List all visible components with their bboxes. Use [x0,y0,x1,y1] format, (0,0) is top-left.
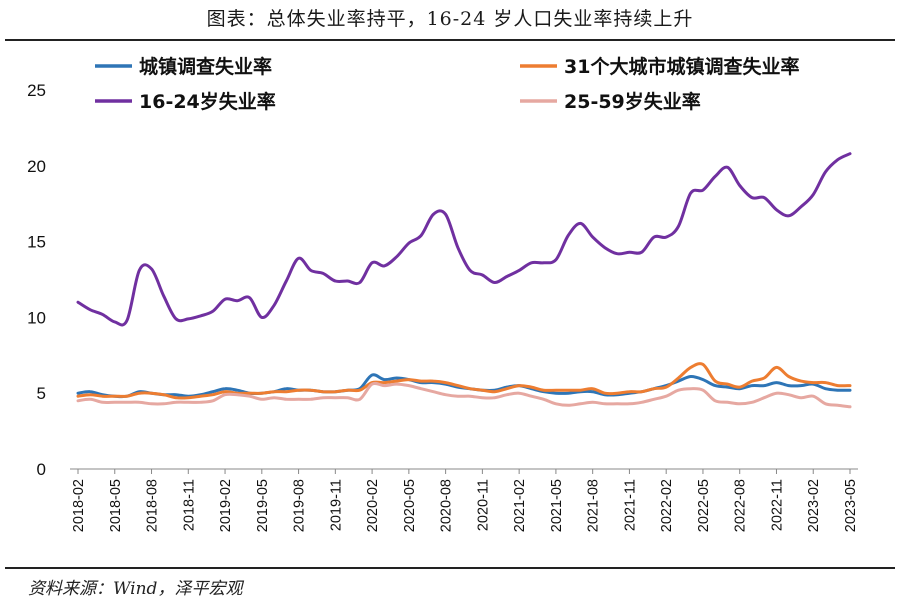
y-tick-label: 15 [27,233,46,252]
x-tick-label: 2019-11 [328,479,344,531]
x-tick-label: 2020-11 [475,479,491,531]
x-tick-label: 2018-11 [181,479,197,531]
series-line-4 [76,381,852,409]
x-tick-label: 2018-02 [71,479,87,532]
x-tick-label: 2018-08 [145,479,161,532]
x-tick-label: 2019-08 [292,479,308,532]
y-tick-label: 25 [27,81,46,100]
legend-label-4: 25-59岁失业率 [564,90,701,113]
x-tick-label: 2018-05 [108,479,124,532]
chart-title: 图表：总体失业率持平，16-24 岁人口失业率持续上升 [206,8,694,30]
x-tick-label: 2019-02 [218,479,234,532]
y-tick-label: 20 [27,157,46,176]
x-tick-label: 2022-05 [696,479,712,532]
series-layer [76,152,852,409]
legend: 城镇调查失业率 31个大城市城镇调查失业率 16-24岁失业率 25-59岁失业率 [95,55,799,113]
x-tick-label: 2021-08 [586,479,602,532]
bottom-rule [5,567,895,569]
y-tick-label: 5 [37,384,46,403]
x-tick-label: 2023-02 [806,479,822,532]
x-tick-label: 2020-02 [365,479,381,532]
y-tick-label: 0 [37,460,46,479]
legend-label-3: 16-24岁失业率 [139,90,276,113]
x-tick-label: 2021-02 [512,479,528,532]
top-rule [5,39,895,41]
x-tick-label: 2021-05 [549,479,565,532]
x-tick-label: 2020-08 [439,479,455,532]
y-tick-label: 10 [27,308,46,327]
x-tick-label: 2019-05 [255,479,271,532]
legend-label-1: 城镇调查失业率 [139,55,272,78]
axes: 2018-02 2018-05 2018-08 2018-11 2019-02 2019-… [27,81,859,532]
x-tick-label: 2021-11 [622,479,638,531]
x-tick-label: 2022-11 [769,479,785,531]
x-tick-label: 2020-05 [402,479,418,532]
legend-label-2: 31个大城市城镇调查失业率 [564,55,799,78]
source-note: 资料来源：Wind，泽平宏观 [28,579,243,599]
x-tick-label: 2023-05 [843,479,859,532]
x-tick-label: 2022-02 [659,479,675,532]
series-line-3 [76,152,852,327]
series-line-2 [76,362,852,400]
x-tick-label: 2022-08 [733,479,749,532]
